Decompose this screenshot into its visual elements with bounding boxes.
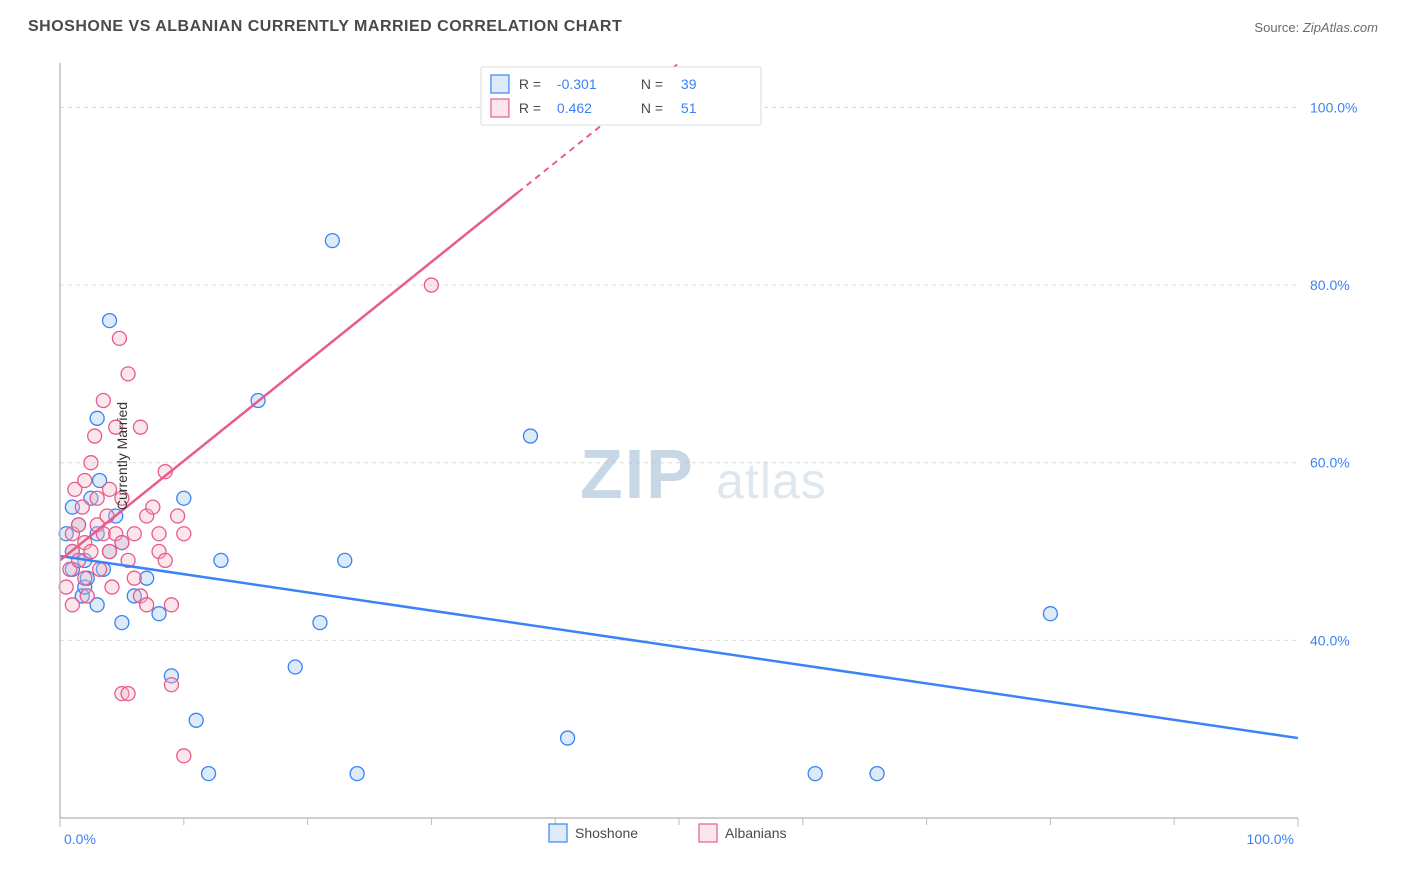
data-point xyxy=(164,678,178,692)
legend-r-value: 0.462 xyxy=(557,100,592,116)
data-point xyxy=(1043,607,1057,621)
x-tick-label: 0.0% xyxy=(64,831,96,847)
data-point xyxy=(140,598,154,612)
data-point xyxy=(105,580,119,594)
data-point xyxy=(78,473,92,487)
data-point xyxy=(90,411,104,425)
watermark: ZIP atlas xyxy=(580,435,827,513)
data-point xyxy=(189,713,203,727)
legend-r-value: -0.301 xyxy=(557,76,597,92)
data-point xyxy=(100,509,114,523)
data-point xyxy=(121,367,135,381)
chart-title: SHOSHONE VS ALBANIAN CURRENTLY MARRIED C… xyxy=(28,18,622,36)
data-point xyxy=(80,589,94,603)
data-point xyxy=(146,500,160,514)
data-point xyxy=(127,527,141,541)
data-point xyxy=(84,456,98,470)
y-tick-label: 60.0% xyxy=(1310,455,1350,471)
data-point xyxy=(59,580,73,594)
data-point xyxy=(103,545,117,559)
data-point xyxy=(78,571,92,585)
data-point xyxy=(350,767,364,781)
data-point xyxy=(152,527,166,541)
y-tick-label: 80.0% xyxy=(1310,277,1350,293)
data-point xyxy=(158,553,172,567)
data-point xyxy=(133,420,147,434)
data-point xyxy=(338,553,352,567)
data-point xyxy=(164,598,178,612)
legend-swatch xyxy=(699,824,717,842)
data-point xyxy=(112,331,126,345)
source-credit: Source: ZipAtlas.com xyxy=(1254,20,1378,35)
legend-swatch xyxy=(491,75,509,93)
data-point xyxy=(93,562,107,576)
data-point xyxy=(288,660,302,674)
legend-r-label: R = xyxy=(519,76,541,92)
legend-swatch xyxy=(549,824,567,842)
data-point xyxy=(90,491,104,505)
data-point xyxy=(152,607,166,621)
legend-n-value: 51 xyxy=(681,100,697,116)
data-point xyxy=(115,616,129,630)
data-point xyxy=(121,687,135,701)
data-point xyxy=(72,518,86,532)
source-value: ZipAtlas.com xyxy=(1303,20,1378,35)
data-point xyxy=(870,767,884,781)
legend-r-label: R = xyxy=(519,100,541,116)
data-point xyxy=(171,509,185,523)
data-point xyxy=(96,394,110,408)
plot-area: Currently Married 40.0% 60.0% 80.0% 100.0% Z… xyxy=(50,55,1378,856)
legend-n-label: N = xyxy=(641,100,663,116)
y-axis-label: Currently Married xyxy=(114,401,130,509)
y-tick-label: 40.0% xyxy=(1310,632,1350,648)
trend-line xyxy=(60,556,1298,738)
data-point xyxy=(65,598,79,612)
data-point xyxy=(177,491,191,505)
scatter-plot: 40.0% 60.0% 80.0% 100.0% ZIP atlas 0.0% 100.0% R… xyxy=(50,55,1378,856)
data-point xyxy=(561,731,575,745)
data-point xyxy=(88,429,102,443)
legend-series-name: Albanians xyxy=(725,825,787,841)
data-point xyxy=(325,234,339,248)
svg-text:atlas: atlas xyxy=(716,453,827,509)
data-point xyxy=(177,527,191,541)
source-label: Source: xyxy=(1254,20,1299,35)
correlation-legend: R = -0.301 N = 39 R = 0.462 N = 51 xyxy=(481,67,761,125)
data-point xyxy=(523,429,537,443)
data-point xyxy=(84,545,98,559)
data-point xyxy=(103,314,117,328)
legend-series-name: Shoshone xyxy=(575,825,638,841)
series-legend: Shoshone Albanians xyxy=(549,824,787,842)
x-tick-label: 100.0% xyxy=(1247,831,1294,847)
data-point xyxy=(127,571,141,585)
legend-n-label: N = xyxy=(641,76,663,92)
data-point xyxy=(177,749,191,763)
svg-text:ZIP: ZIP xyxy=(580,435,695,513)
data-point xyxy=(115,536,129,550)
legend-swatch xyxy=(491,99,509,117)
legend-n-value: 39 xyxy=(681,76,697,92)
data-point xyxy=(202,767,216,781)
data-point xyxy=(808,767,822,781)
data-point xyxy=(214,553,228,567)
data-point xyxy=(424,278,438,292)
data-point xyxy=(313,616,327,630)
data-point xyxy=(75,500,89,514)
y-tick-label: 100.0% xyxy=(1310,99,1357,115)
